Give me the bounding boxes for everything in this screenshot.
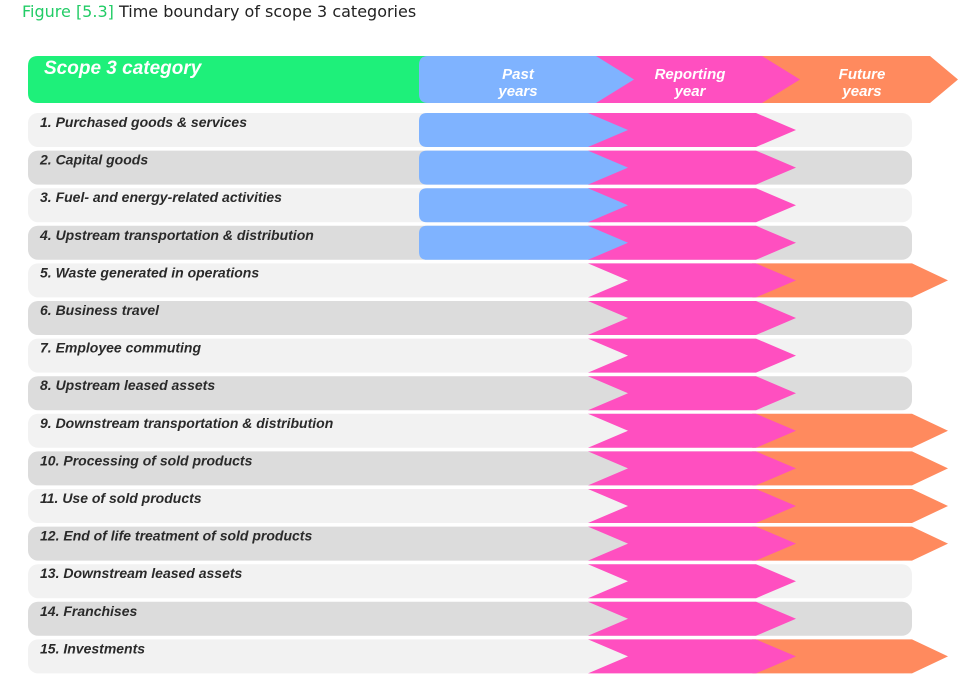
header-past-years: [419, 56, 636, 103]
row-label: 5. Waste generated in operations: [40, 264, 259, 280]
row-label: 6. Business travel: [40, 302, 160, 318]
reporting-year-bar: [588, 150, 796, 185]
reporting-year-bar: [588, 113, 796, 147]
row-label: 12. End of life treatment of sold produc…: [40, 528, 312, 544]
past-years-bar: [419, 188, 636, 223]
future-years-bar: [752, 489, 948, 523]
figure-number: Figure [5.3]: [22, 2, 114, 21]
future-years-bar: [752, 639, 948, 674]
row-label: 3. Fuel- and energy-related activities: [40, 189, 282, 205]
table-row: 7. Employee commuting: [28, 338, 912, 373]
header-past-line1: Past: [502, 66, 535, 83]
future-years-bar: [752, 526, 948, 561]
table-row: 5. Waste generated in operations: [28, 263, 948, 298]
header-future-line1: Future: [839, 66, 886, 83]
row-label: 9. Downstream transportation & distribut…: [40, 415, 333, 431]
header-future-years: [760, 56, 958, 103]
table-row: 11. Use of sold products: [28, 489, 948, 523]
row-label: 1. Purchased goods & services: [40, 114, 247, 130]
reporting-year-bar: [588, 376, 796, 411]
header-reporting-year: [596, 56, 800, 103]
header-layer: Scope 3 category PastyearsReportingyearFu…: [28, 56, 958, 103]
reporting-year-bar: [588, 639, 796, 674]
past-years-bar: [419, 150, 636, 185]
table-row: 2. Capital goods: [28, 150, 912, 185]
table-row: 9. Downstream transportation & distribut…: [28, 413, 948, 448]
reporting-year-bar: [588, 526, 796, 561]
table-row: 10. Processing of sold products: [28, 451, 948, 486]
row-label: 2. Capital goods: [39, 152, 148, 168]
rows-layer: 1. Purchased goods & services 2. Capital …: [28, 113, 948, 674]
reporting-year-bar: [588, 225, 796, 260]
table-row: 14. Franchises: [28, 601, 912, 636]
header-category-band: [28, 56, 455, 103]
row-label: 15. Investments: [40, 640, 145, 656]
row-label: 8. Upstream leased assets: [40, 377, 215, 393]
reporting-year-bar: [588, 263, 796, 298]
header-reporting-line2: year: [674, 83, 707, 100]
table-row: 13. Downstream leased assets: [28, 564, 912, 599]
future-years-bar: [752, 413, 948, 448]
reporting-year-bar: [588, 564, 796, 599]
past-years-bar: [419, 225, 636, 260]
reporting-year-bar: [588, 301, 796, 335]
reporting-year-bar: [588, 489, 796, 523]
header-past-line2: years: [497, 83, 537, 100]
table-row: 12. End of life treatment of sold produc…: [28, 526, 948, 561]
table-row: 1. Purchased goods & services: [28, 113, 912, 147]
reporting-year-bar: [588, 413, 796, 448]
header-future-line2: years: [841, 83, 881, 100]
reporting-year-bar: [588, 601, 796, 636]
table-row: 8. Upstream leased assets: [28, 376, 912, 411]
row-label: 14. Franchises: [40, 603, 137, 619]
row-label: 7. Employee commuting: [40, 340, 201, 356]
figure-title: Figure [5.3] Time boundary of scope 3 ca…: [22, 2, 416, 21]
table-row: 15. Investments: [28, 639, 948, 674]
row-label: 4. Upstream transportation & distributio…: [39, 227, 314, 243]
table-row: 4. Upstream transportation & distributio…: [28, 225, 912, 260]
header-category-label: Scope 3 category: [44, 58, 203, 79]
table-row: 6. Business travel: [28, 301, 912, 335]
reporting-year-bar: [588, 188, 796, 223]
row-label: 13. Downstream leased assets: [40, 565, 243, 581]
header-reporting-line1: Reporting: [655, 66, 726, 83]
reporting-year-bar: [588, 451, 796, 486]
future-years-bar: [752, 263, 948, 298]
reporting-year-bar: [588, 338, 796, 373]
row-label: 10. Processing of sold products: [40, 452, 253, 468]
figure-title-text: Time boundary of scope 3 categories: [118, 2, 417, 21]
table-row: 3. Fuel- and energy-related activities: [28, 188, 912, 223]
future-years-bar: [752, 451, 948, 486]
past-years-bar: [419, 113, 636, 147]
row-label: 11. Use of sold products: [40, 490, 202, 506]
